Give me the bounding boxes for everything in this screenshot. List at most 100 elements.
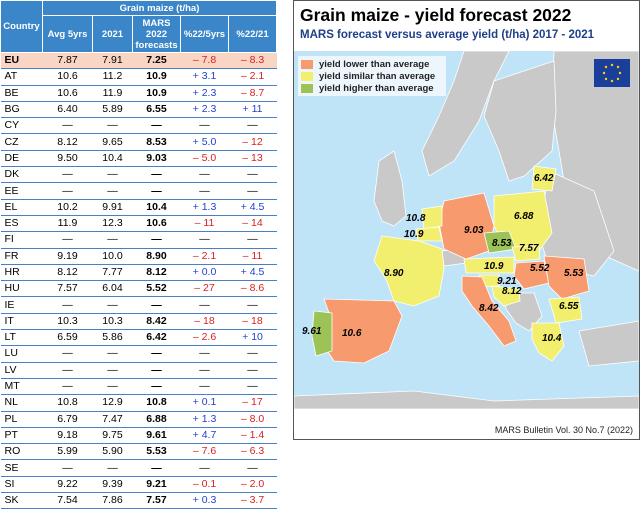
cell-forecast: 6.88 — [132, 411, 181, 428]
map-subtitle: MARS forecast versus average yield (t/ha… — [300, 29, 595, 41]
cell-avg: 6.40 — [42, 101, 93, 119]
cell-pct-21: – 12 — [228, 133, 277, 151]
cell-2021: 5.90 — [92, 443, 133, 461]
cell-2021: 7.86 — [92, 492, 133, 509]
cell-forecast: 8.90 — [132, 248, 181, 265]
table-row: NL 10.8 12.9 10.8 + 0.1– 17 — [0, 394, 277, 412]
col-header-2021: 2021 — [92, 15, 133, 53]
cell-2021: — — [92, 182, 133, 200]
cell-country: NL — [0, 394, 43, 412]
cell-pct-21: — — [228, 459, 277, 477]
map-source: MARS Bulletin Vol. 30 No.7 (2022) — [494, 425, 633, 435]
cell-country: HR — [0, 264, 43, 282]
legend-swatch-higher — [301, 83, 313, 93]
cell-forecast: 10.6 — [132, 215, 181, 233]
netherlands-region — [421, 205, 443, 230]
cell-pct-21: — — [228, 117, 277, 135]
cell-pct-21: – 17 — [228, 394, 277, 412]
cell-2021: 11.9 — [92, 85, 133, 102]
slovakia-region — [511, 245, 541, 262]
cell-avg: 10.3 — [42, 313, 93, 331]
cell-pct-21: — — [228, 296, 277, 314]
table-row: CZ 8.12 9.65 8.53 + 5.0– 12 — [0, 133, 277, 151]
cell-country: ES — [0, 215, 43, 233]
col-header-pct-21: %22/21 — [227, 15, 278, 53]
cell-forecast: 10.8 — [132, 394, 181, 412]
cell-forecast: 9.21 — [132, 476, 181, 494]
cell-country: EL — [0, 199, 43, 216]
cell-pct-5yrs: + 1.3 — [180, 199, 229, 216]
map-label-pt: 9.61 — [302, 326, 322, 337]
cell-country: SE — [0, 459, 43, 477]
cell-2021: — — [92, 231, 133, 249]
cell-pct-21: – 8.7 — [228, 85, 277, 102]
cell-pct-5yrs: — — [180, 296, 229, 314]
cell-2021: — — [92, 459, 133, 477]
cell-pct-5yrs: + 2.3 — [180, 85, 229, 102]
sweden-finland-land — [483, 60, 557, 182]
cell-2021: 7.77 — [92, 264, 133, 282]
uk-land — [373, 150, 407, 227]
table-row: SE — — — — — — [0, 459, 277, 477]
map-label-nl: 10.9 — [404, 229, 424, 240]
cell-forecast: 5.53 — [132, 443, 181, 461]
cell-pct-21: — — [228, 231, 277, 249]
cell-pct-21: + 4.5 — [228, 264, 277, 282]
map-label-be: 10.8 — [406, 213, 426, 224]
cell-pct-21: — — [228, 378, 277, 396]
cell-pct-5yrs: — — [180, 345, 229, 363]
table-row: EU 7.87 7.91 7.25– 7.8– 8.3 — [0, 52, 277, 70]
cell-pct-5yrs: — — [180, 117, 229, 135]
table-row: DK — — — — — — [0, 166, 277, 184]
cell-country: BG — [0, 101, 43, 119]
map-label-el: 10.4 — [542, 333, 562, 344]
greece-region — [531, 322, 565, 362]
croatia-region — [491, 285, 521, 307]
map-label-lt: 6.42 — [534, 173, 554, 184]
cell-country: LU — [0, 345, 43, 363]
legend-swatch-lower — [301, 59, 313, 69]
cell-country: FR — [0, 248, 43, 265]
europe-map: 9.61 10.6 8.90 10.8 10.9 9.03 8.53 7.57 10.9 9.21… — [294, 1, 639, 439]
map-label-fr: 8.90 — [384, 268, 404, 279]
col-header-pct-5yrs: %22/5yrs — [180, 15, 229, 53]
table-row: FI — — — — — — [0, 231, 277, 249]
cell-country: PL — [0, 411, 43, 428]
cell-pct-5yrs: — — [180, 231, 229, 249]
cell-forecast: 7.57 — [132, 492, 181, 509]
cell-country: IT — [0, 313, 43, 331]
cell-pct-21: – 8.3 — [228, 52, 277, 70]
cell-country: CY — [0, 117, 43, 135]
map-legend: yield lower than average yield similar t… — [298, 56, 446, 96]
legend-item-lower: yield lower than average — [301, 58, 443, 70]
table-row: PL 6.79 7.47 6.88 + 1.3– 8.0 — [0, 411, 277, 428]
belgium-region — [415, 226, 443, 242]
cell-country: LT — [0, 329, 43, 347]
table-row: IT 10.3 10.3 8.42– 18– 18 — [0, 313, 277, 331]
cell-avg: 10.2 — [42, 199, 93, 216]
cell-forecast: — — [132, 182, 181, 200]
map-label-de: 9.03 — [464, 225, 484, 236]
cell-country: CZ — [0, 133, 43, 151]
yield-table: Country Grain maize (t/ha) Avg 5yrs 2021… — [0, 0, 278, 509]
table-row: MT — — — — — — [0, 378, 277, 396]
table-row: HR 8.12 7.77 8.12 + 0.0 + 4.5 — [0, 264, 277, 282]
cell-pct-5yrs: – 5.0 — [180, 150, 229, 168]
legend-label-similar: yield similar than average — [319, 70, 436, 82]
cell-2021: 10.4 — [92, 150, 133, 168]
austria-region — [463, 256, 515, 274]
table-row: SI 9.22 9.39 9.21– 0.1– 2.0 — [0, 476, 277, 494]
cell-forecast: 7.25 — [132, 52, 181, 70]
cell-pct-21: – 18 — [228, 313, 277, 331]
cell-avg: 5.99 — [42, 443, 93, 461]
cell-avg: — — [42, 296, 93, 314]
cell-forecast: — — [132, 459, 181, 477]
cell-country: EE — [0, 182, 43, 200]
cell-2021: 9.39 — [92, 476, 133, 494]
cell-avg: 6.59 — [42, 329, 93, 347]
cell-avg: 6.79 — [42, 411, 93, 428]
cell-country: RO — [0, 443, 43, 461]
cell-forecast: — — [132, 117, 181, 135]
map-value-labels: 9.61 10.6 8.90 10.8 10.9 9.03 8.53 7.57 10.9 9.21… — [302, 173, 584, 344]
cell-pct-5yrs: — — [180, 378, 229, 396]
